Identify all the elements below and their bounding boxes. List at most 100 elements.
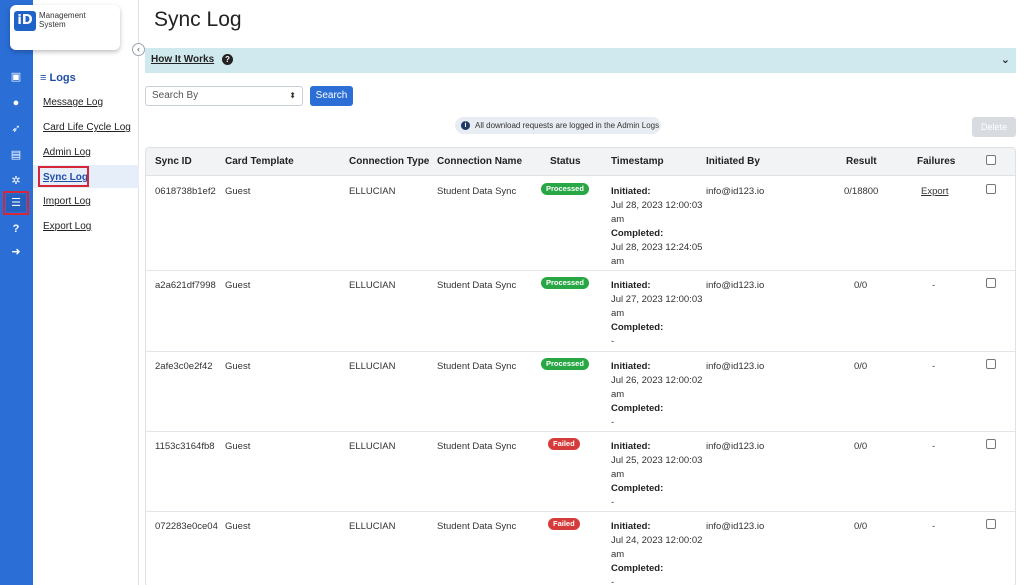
cell-failures: - [932,521,936,532]
cell-sync-id: a2a621df7998 [155,280,216,291]
header-result[interactable]: Result [846,156,877,167]
help-icon[interactable]: ? [12,223,20,235]
subnav-item-card-life-cycle-log[interactable]: Card Life Cycle Log [43,122,131,133]
row-checkbox[interactable] [986,359,996,369]
row-checkbox[interactable] [986,278,996,288]
subnav-item-sync-log[interactable]: Sync Log [43,172,89,183]
status-badge: Processed [541,358,589,370]
table-row: 072283e0ce04 Guest ELLUCIAN Student Data… [146,512,1015,585]
cell-sync-id: 1153c3164fb8 [155,441,215,452]
search-by-select[interactable]: Search By ⬍ [145,86,303,106]
completed-value: Jul 28, 2023 12:24:05 am [611,242,703,267]
cell-result: 0/18800 [844,186,879,197]
subnav-item-message-log[interactable]: Message Log [43,97,104,108]
status-badge: Processed [541,277,589,289]
select-all-checkbox[interactable] [986,155,996,165]
subnav-item-admin-log[interactable]: Admin Log [43,147,91,158]
completed-label: Completed: [611,322,664,333]
initiated-label: Initiated: [611,521,651,532]
header-status[interactable]: Status [550,156,581,167]
how-it-works-panel[interactable]: How It Works ? ⌄ [145,48,1016,73]
info-text: All download requests are logged in the … [475,121,660,130]
rocket-icon[interactable]: ➶ [11,123,21,135]
header-connection-name[interactable]: Connection Name [437,156,523,167]
cell-timestamp: Initiated: Jul 27, 2023 12:00:03 am Comp… [611,279,703,349]
cell-failures: - [932,361,936,372]
row-checkbox[interactable] [986,184,996,194]
header-failures[interactable]: Failures [917,156,956,167]
info-notice: i All download requests are logged in th… [455,117,661,134]
cell-connection-type: ELLUCIAN [349,186,396,197]
cell-initiated-by: info@id123.io [706,186,765,197]
cell-connection-type: ELLUCIAN [349,361,396,372]
search-by-value: Search By [152,90,199,101]
initiated-value: Jul 24, 2023 12:00:02 am [611,535,703,560]
chevron-down-icon[interactable]: ⌄ [1000,54,1010,66]
initiated-value: Jul 27, 2023 12:00:03 am [611,294,703,319]
subnav-title: ≡ Logs [40,72,76,84]
select-caret-icon: ⬍ [289,91,296,100]
list-icon[interactable]: ☰ [3,191,29,215]
how-it-works-link[interactable]: How It Works [151,54,215,65]
collapse-sidebar-button[interactable]: ‹ [132,43,145,56]
sync-log-table: Sync ID Card Template Connection Type Co… [145,147,1016,585]
cell-initiated-by: info@id123.io [706,521,765,532]
icon-rail: ▣ ● ➶ ▤ ✲ ☰ ? ➜ [0,0,33,585]
initiated-label: Initiated: [611,441,651,452]
row-checkbox[interactable] [986,439,996,449]
active-item-outline [38,166,89,187]
id-card-icon[interactable]: ▣ [10,71,22,83]
status-badge: Processed [541,183,589,195]
logo-line-2: System [39,20,66,29]
logo-line-1: Management [39,11,86,20]
header-card-template[interactable]: Card Template [225,156,294,167]
header-initiated-by[interactable]: Initiated By [706,156,760,167]
cell-timestamp: Initiated: Jul 26, 2023 12:00:02 am Comp… [611,360,703,430]
cell-connection-name: Student Data Sync [437,280,517,291]
cell-failures: - [932,441,936,452]
gear-icon[interactable]: ✲ [11,175,21,187]
row-checkbox[interactable] [986,519,996,529]
completed-label: Completed: [611,483,664,494]
completed-label: Completed: [611,403,664,414]
search-button[interactable]: Search [310,86,353,106]
table-row: a2a621df7998 Guest ELLUCIAN Student Data… [146,271,1015,352]
header-sync-id[interactable]: Sync ID [155,156,192,167]
logo-text: Management System [39,11,86,29]
cell-result: 0/0 [854,280,868,291]
cell-connection-name: Student Data Sync [437,521,517,532]
info-icon: i [461,121,470,130]
export-failures-link[interactable]: Export [921,186,949,197]
cell-card-template: Guest [225,186,251,197]
initiated-label: Initiated: [611,361,651,372]
completed-value: - [611,417,615,428]
logo-badge: iD [14,11,36,31]
initiated-label: Initiated: [611,186,651,197]
cell-timestamp: Initiated: Jul 24, 2023 12:00:02 am Comp… [611,520,703,585]
cell-initiated-by: info@id123.io [706,280,765,291]
cell-connection-type: ELLUCIAN [349,441,396,452]
page-title: Sync Log [154,8,242,31]
document-icon[interactable]: ▤ [10,149,22,161]
subnav-item-export-log[interactable]: Export Log [43,221,92,232]
completed-label: Completed: [611,228,664,239]
cell-card-template: Guest [225,441,251,452]
cell-result: 0/0 [854,441,868,452]
cell-connection-name: Student Data Sync [437,186,517,197]
header-timestamp[interactable]: Timestamp [611,156,664,167]
subnav-item-import-log[interactable]: Import Log [43,196,91,207]
cell-initiated-by: info@id123.io [706,441,765,452]
cell-sync-id: 2afe3c0e2f42 [155,361,213,372]
header-connection-type[interactable]: Connection Type [349,156,430,167]
cell-card-template: Guest [225,361,251,372]
logo[interactable]: iD Management System [10,5,120,50]
initiated-value: Jul 26, 2023 12:00:02 am [611,375,703,400]
chat-icon[interactable]: ● [12,97,20,109]
active-item-highlight [33,165,139,188]
delete-button[interactable]: Delete [972,117,1016,137]
completed-value: - [611,577,615,585]
logout-icon[interactable]: ➜ [11,246,21,258]
cell-card-template: Guest [225,280,251,291]
cell-connection-type: ELLUCIAN [349,280,396,291]
